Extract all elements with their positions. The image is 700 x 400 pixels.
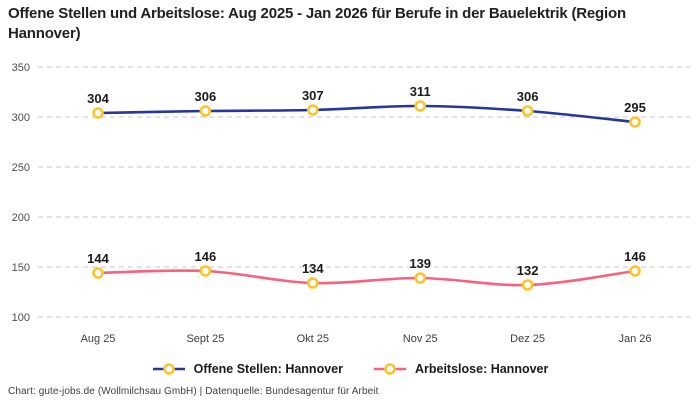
legend-marker-icon [373,363,406,375]
y-axis-tick-350: 350 [12,62,30,74]
data-point-marker[interactable] [414,100,427,112]
legend-label: Offene Stellen: Hannover [193,362,343,376]
data-point-label: 304 [87,91,109,106]
legend-marker-icon [152,363,185,375]
data-point-label: 146 [624,249,646,264]
y-axis-tick-150: 150 [12,262,30,274]
series-line-1 [96,269,637,287]
x-axis-tick-5: Jan 26 [618,333,651,345]
data-point-label: 307 [302,88,324,103]
data-point-label: 306 [195,89,217,104]
data-point-marker[interactable] [414,272,427,284]
data-point-marker[interactable] [199,265,212,277]
data-point-marker[interactable] [629,116,641,128]
data-point-label: 139 [409,256,431,271]
data-point-label: 306 [517,89,539,104]
data-point-marker[interactable] [199,105,212,117]
y-axis-tick-300: 300 [12,112,30,124]
legend-label: Arbeitslose: Hannover [414,362,549,376]
legend-item-0[interactable]: Offene Stellen: Hannover [152,362,343,376]
data-point-label: 132 [517,263,539,278]
data-point-marker[interactable] [92,267,104,279]
x-axis-tick-0: Aug 25 [81,333,116,345]
data-point-label: 146 [195,249,217,264]
legend-ring [384,363,396,375]
chart-title: Offene Stellen und Arbeitslose: Aug 2025… [8,5,626,42]
x-axis-tick-4: Dez 25 [510,333,545,345]
data-point-marker[interactable] [306,277,319,289]
y-axis-tick-100: 100 [12,312,30,324]
x-axis-tick-1: Sept 25 [186,333,224,345]
y-axis-tick-200: 200 [12,212,30,224]
data-point-marker[interactable] [521,279,534,291]
x-axis-tick-2: Okt 25 [297,333,329,345]
y-axis-tick-250: 250 [12,162,30,174]
data-point-marker[interactable] [521,105,534,117]
data-point-label: 134 [302,261,324,276]
legend-ring [162,363,175,375]
data-point-marker[interactable] [629,265,641,277]
data-point-marker[interactable] [306,104,319,116]
chart-legend: Offene Stellen: Hannover Arbeitslose: Han… [0,360,700,378]
chart-attribution: Chart: gute-jobs.de (Wollmilchsau GmbH) … [8,386,379,397]
series-line-0 [96,104,637,124]
data-point-label: 311 [410,84,431,99]
legend-item-1[interactable]: Arbeitslose: Hannover [373,362,548,376]
data-point-label: 144 [87,251,109,266]
data-point-marker[interactable] [92,107,104,119]
x-axis-tick-3: Nov 25 [403,333,438,345]
data-point-label: 295 [624,100,646,115]
